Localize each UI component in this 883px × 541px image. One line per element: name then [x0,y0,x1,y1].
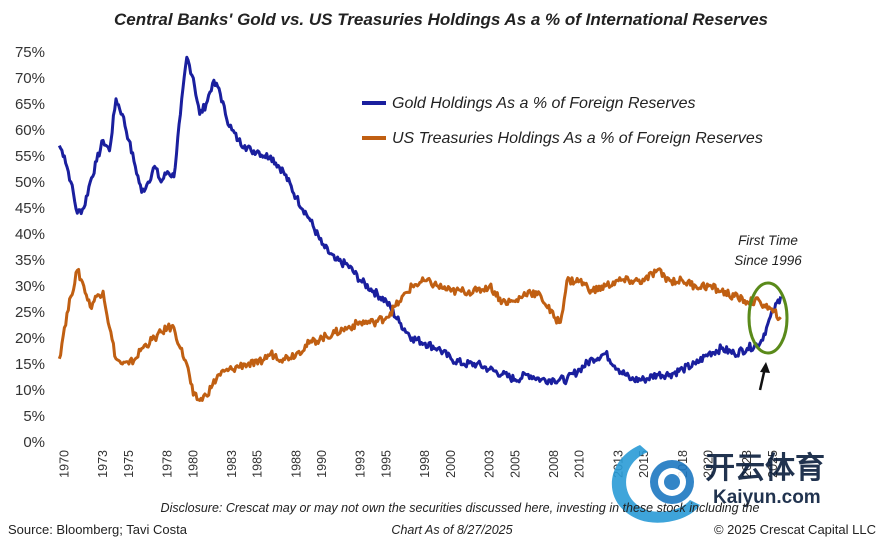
x-axis: 1970 1973 1975 1978 1980 1983 1985 1988 1990 1993… [57,450,780,478]
x-tick-label: 2003 [483,450,497,478]
y-tick-label: 5% [23,408,45,425]
y-tick-label: 20% [15,330,45,347]
annotation-line-2: Since 1996 [734,253,802,268]
watermark-logo-icon [611,445,700,523]
source-text: Source: Bloomberg; Tavi Costa [8,522,188,537]
y-tick-label: 0% [23,434,45,451]
x-tick-label: 2005 [508,450,522,478]
x-tick-label: 1998 [418,450,432,478]
y-tick-label: 40% [15,226,45,243]
watermark-brand: 开云体育 [705,451,825,485]
y-tick-label: 25% [15,304,45,321]
x-tick-label: 2010 [573,450,587,478]
y-tick-label: 70% [15,70,45,87]
x-tick-label: 1978 [161,450,175,478]
disclosure-text: Disclosure: Crescat may or may not own t… [161,501,760,515]
highlight-ellipse [747,281,789,355]
watermark-url: Kaiyun.com [713,487,821,508]
legend: Gold Holdings As a % of Foreign Reserves… [362,95,763,147]
x-tick-label: 1975 [122,450,136,478]
x-tick-label: 2025 [766,450,780,478]
series-line-treasuries [57,267,782,402]
chart-title: Central Banks' Gold vs. US Treasuries Ho… [114,10,768,29]
y-tick-label: 60% [15,122,45,139]
y-tick-label: 45% [15,200,45,217]
x-tick-label: 2008 [547,450,561,478]
x-tick-label: 1988 [289,450,303,478]
x-tick-label: 1980 [186,450,200,478]
x-tick-label: 2015 [637,450,651,478]
legend-label-treasuries: US Treasuries Holdings As a % of Foreign… [392,130,763,147]
x-tick-label: 1985 [251,450,265,478]
x-tick-label: 1970 [57,450,71,478]
x-tick-label: 2020 [702,450,716,478]
x-tick-label: 1973 [96,450,110,478]
x-tick-label: 1983 [225,450,239,478]
legend-label-gold: Gold Holdings As a % of Foreign Reserves [392,95,696,112]
y-tick-label: 75% [15,44,45,61]
y-tick-label: 65% [15,96,45,113]
copyright-text: © 2025 Crescat Capital LLC [714,522,876,537]
y-tick-label: 55% [15,148,45,165]
y-axis: 0% 5% 10% 15% 20% 25% 30% 35% 40% 45% 50% 55% 60% 65%… [15,44,45,451]
y-tick-label: 50% [15,174,45,191]
x-tick-label: 2023 [740,450,754,478]
chart-as-of-text: Chart As of 8/27/2025 [391,523,512,537]
x-tick-label: 2000 [444,450,458,478]
x-tick-label: 1995 [380,450,394,478]
annotation-arrow-head [760,362,770,373]
x-tick-label: 1993 [354,450,368,478]
annotation-first-time: First Time Since 1996 [734,233,802,391]
plot-area [57,55,783,402]
y-tick-label: 30% [15,278,45,295]
series-line-gold [57,55,783,386]
watermark: 开云体育 Kaiyun.com [611,445,825,523]
y-tick-label: 35% [15,252,45,269]
annotation-line-1: First Time [738,233,798,248]
x-tick-label: 1990 [315,450,329,478]
y-tick-label: 15% [15,356,45,373]
y-tick-label: 10% [15,382,45,399]
